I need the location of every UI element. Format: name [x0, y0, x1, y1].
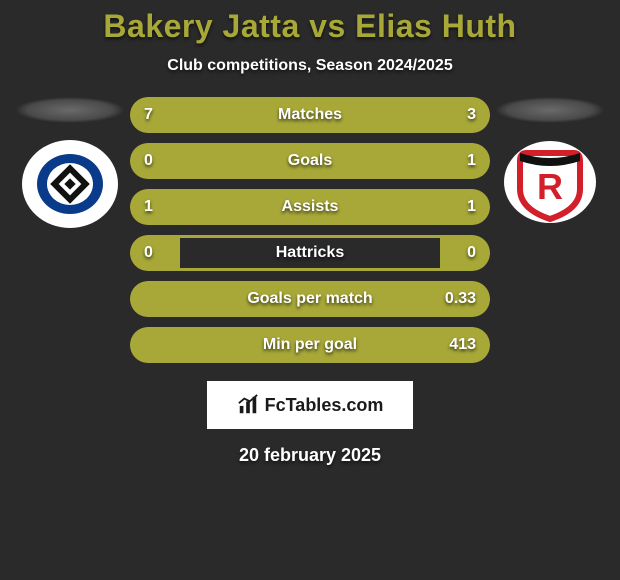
stat-right-value: 0.33 — [445, 281, 476, 317]
comparison-row: 7 Matches 3 0 Goals 1 1 Assists 1 0 Hatt… — [0, 97, 620, 363]
brand-text: FcTables.com — [265, 395, 384, 416]
stat-right-value: 413 — [449, 327, 476, 363]
brand-chart-icon — [237, 394, 259, 416]
stat-label: Hattricks — [130, 235, 490, 271]
stat-right-value: 1 — [467, 143, 476, 179]
svg-text:R: R — [537, 166, 563, 207]
stat-label: Goals — [130, 143, 490, 179]
left-player-col — [10, 97, 130, 229]
stat-bar: 0 Goals 1 — [130, 143, 490, 179]
stat-label: Assists — [130, 189, 490, 225]
right-team-badge: R — [500, 139, 600, 229]
left-team-badge — [20, 139, 120, 229]
stat-bar: 7 Matches 3 — [130, 97, 490, 133]
brand-box: FcTables.com — [207, 381, 413, 429]
right-player-col: R — [490, 97, 610, 229]
page-title: Bakery Jatta vs Elias Huth — [103, 8, 516, 45]
left-player-halo — [15, 97, 125, 123]
stat-bar: 1 Assists 1 — [130, 189, 490, 225]
page-subtitle: Club competitions, Season 2024/2025 — [167, 57, 452, 75]
stat-label: Min per goal — [130, 327, 490, 363]
stat-bar: Min per goal 413 — [130, 327, 490, 363]
stat-right-value: 0 — [467, 235, 476, 271]
stat-label: Matches — [130, 97, 490, 133]
stat-bar: 0 Hattricks 0 — [130, 235, 490, 271]
stat-bars: 7 Matches 3 0 Goals 1 1 Assists 1 0 Hatt… — [130, 97, 490, 363]
stat-label: Goals per match — [130, 281, 490, 317]
footer-date: 20 february 2025 — [239, 445, 381, 466]
right-player-halo — [495, 97, 605, 123]
stat-bar: Goals per match 0.33 — [130, 281, 490, 317]
stat-right-value: 3 — [467, 97, 476, 133]
stat-right-value: 1 — [467, 189, 476, 225]
